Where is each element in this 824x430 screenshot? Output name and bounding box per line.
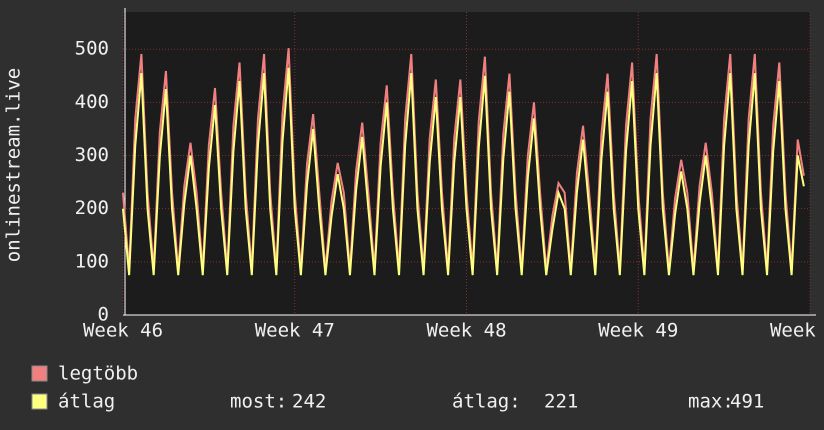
legend-swatch [31,365,48,382]
y-tick-label: 500 [75,38,109,60]
y-tick-label: 200 [75,197,109,219]
y-tick-label: 400 [75,91,109,113]
legend-label: legtöbb [58,363,138,385]
stat-value: 242 [292,391,326,413]
x-tick-label: Week 50 [770,320,824,342]
y-tick-label: 300 [75,144,109,166]
stat-label: max: [688,391,734,413]
y-tick-label: 0 [98,304,109,326]
stat-label: átlag: [452,391,521,413]
y-tick-label: 100 [75,250,109,272]
x-tick-label: Week 46 [83,320,163,342]
x-tick-label: Week 49 [598,320,678,342]
y-axis-label: onlinestream.live [3,68,25,262]
stat-value: 491 [730,391,764,413]
x-tick-label: Week 48 [426,320,506,342]
legend-label: átlag [58,391,115,413]
stat-value: 221 [544,391,578,413]
stat-label: most: [230,391,287,413]
series-line [122,67,805,276]
x-tick-label: Week 47 [255,320,335,342]
legend-swatch [31,393,48,410]
